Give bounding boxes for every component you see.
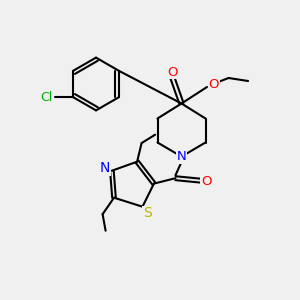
Text: Cl: Cl xyxy=(40,91,52,104)
Text: N: N xyxy=(100,161,110,175)
Text: O: O xyxy=(201,175,211,188)
Text: O: O xyxy=(167,65,178,79)
Text: S: S xyxy=(142,206,152,220)
Text: N: N xyxy=(177,150,186,163)
Text: O: O xyxy=(208,77,219,91)
